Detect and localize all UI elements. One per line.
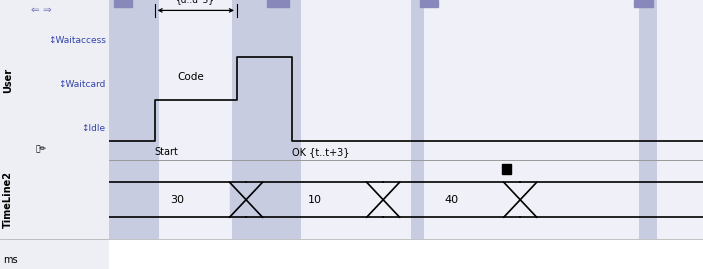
Text: ↕Idle: ↕Idle: [82, 123, 105, 133]
Text: 10: 10: [308, 195, 321, 205]
Bar: [159, 0, 232, 160]
Text: 🛠✏: 🛠✏: [36, 145, 47, 154]
Bar: [634, 0, 652, 7]
Bar: [420, 0, 438, 7]
Bar: [411, 0, 425, 160]
Text: 30: 30: [171, 195, 184, 205]
Bar: [232, 0, 301, 160]
Text: OK {t..t+3}: OK {t..t+3}: [292, 147, 349, 157]
Bar: [503, 164, 510, 174]
Text: Start: Start: [155, 147, 179, 157]
Text: User: User: [3, 68, 13, 93]
Text: ms: ms: [4, 255, 18, 265]
Bar: [639, 0, 657, 160]
Bar: [114, 0, 132, 7]
Bar: [425, 160, 639, 239]
Bar: [232, 160, 301, 239]
Bar: [425, 0, 639, 160]
Bar: [657, 160, 703, 239]
Bar: [639, 160, 657, 239]
Text: ↕Waitcard: ↕Waitcard: [58, 80, 105, 89]
Bar: [411, 160, 425, 239]
Bar: [301, 0, 411, 160]
Text: TimeLine2: TimeLine2: [3, 171, 13, 228]
Bar: [109, 160, 159, 239]
Bar: [109, 0, 159, 160]
Text: ⇐ ⇒: ⇐ ⇒: [31, 5, 52, 15]
Text: {d..d*3}: {d..d*3}: [176, 0, 215, 4]
Bar: [657, 0, 703, 160]
Text: 40: 40: [444, 195, 459, 205]
Text: Code: Code: [177, 72, 205, 82]
Bar: [301, 160, 411, 239]
Bar: [266, 0, 290, 7]
Text: ↕Waitaccess: ↕Waitaccess: [48, 36, 105, 44]
Bar: [159, 160, 232, 239]
